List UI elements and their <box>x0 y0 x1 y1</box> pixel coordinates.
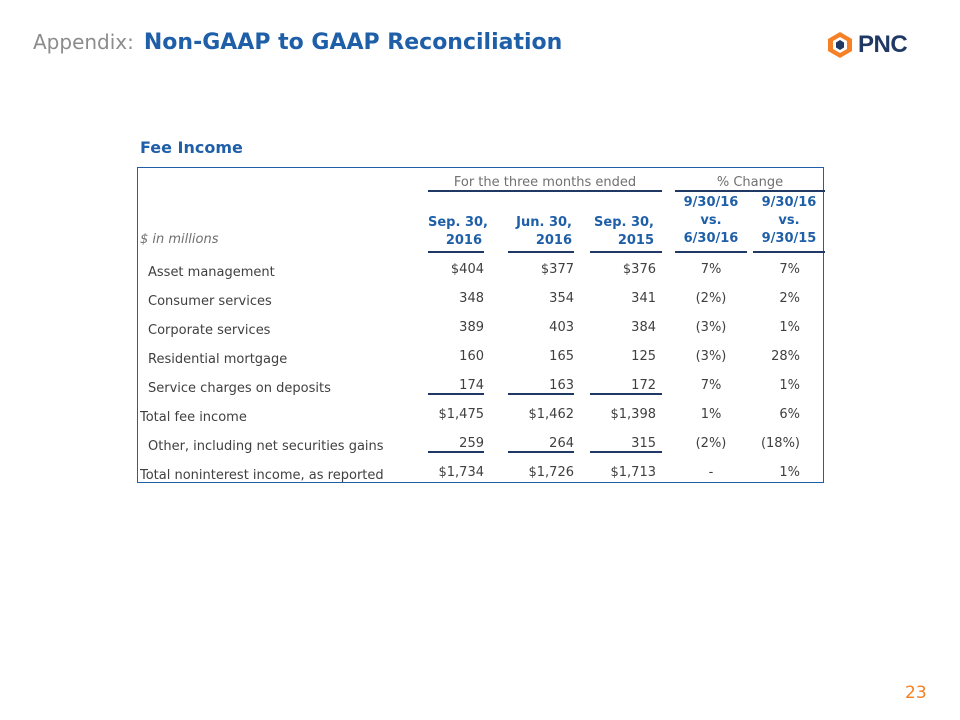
col-rule <box>508 251 574 253</box>
row-label: Service charges on deposits <box>148 381 331 396</box>
col-header-jun-2016: Jun. 30, 2016 <box>508 214 572 250</box>
table-cell: 1% <box>779 320 800 335</box>
table-cell: 264 <box>549 436 574 451</box>
table-cell: 125 <box>631 349 656 364</box>
row-label: Corporate services <box>148 323 271 338</box>
header-prefix: Appendix: <box>33 30 134 54</box>
table-cell: 348 <box>459 291 484 306</box>
row-label: Total fee income <box>140 410 247 425</box>
col-header-line: vs. <box>778 213 800 228</box>
table-cell: 2% <box>779 291 800 306</box>
subtotal-rule <box>508 393 574 395</box>
col-header-line: Sep. 30, <box>594 215 654 230</box>
page-title: Non-GAAP to GAAP Reconciliation <box>143 30 563 55</box>
table-cell: 1% <box>779 465 800 480</box>
table-cell: $1,726 <box>528 465 575 480</box>
table-cell: 1% <box>700 407 722 422</box>
table-cell: $377 <box>540 262 574 277</box>
col-header-sep-2016: Sep. 30, 2016 <box>428 214 488 250</box>
col-header-line: vs. <box>700 213 722 228</box>
table-cell: 28% <box>771 349 800 364</box>
col-header-line: 9/30/15 <box>761 231 817 246</box>
col-rule <box>675 251 747 253</box>
units-label: $ in millions <box>140 232 219 247</box>
col-header-line: Sep. 30, <box>428 215 488 230</box>
table-cell: 341 <box>631 291 656 306</box>
table-cell: 354 <box>549 291 574 306</box>
col-header-line: 2016 <box>445 233 482 248</box>
table-cell: (2%) <box>695 436 727 451</box>
col-header-vs-9-30-15: 9/30/16 vs. 9/30/15 <box>753 194 825 248</box>
col-rule <box>753 251 825 253</box>
subtotal-rule <box>428 451 484 453</box>
table-cell: 165 <box>549 349 574 364</box>
table-cell: 389 <box>459 320 484 335</box>
col-rule <box>590 251 662 253</box>
col-header-line: 6/30/16 <box>683 231 739 246</box>
row-label: Total noninterest income, as reported <box>140 468 384 483</box>
table-cell: $376 <box>622 262 656 277</box>
rule-group-three-months <box>428 190 662 192</box>
col-header-line: Jun. 30, <box>516 215 572 230</box>
rule-group-pct-change <box>675 190 825 192</box>
row-label: Residential mortgage <box>148 352 288 367</box>
table-cell: 315 <box>631 436 656 451</box>
table-cell: 7% <box>779 262 800 277</box>
col-header-line: 9/30/16 <box>761 195 817 210</box>
table-cell: 259 <box>459 436 484 451</box>
row-label: Asset management <box>148 265 275 280</box>
logo-text: PNC <box>858 31 908 58</box>
slide-header: Appendix: Non-GAAP to GAAP Reconciliatio… <box>33 30 562 55</box>
table-cell: 160 <box>459 349 484 364</box>
table-cell: 163 <box>549 378 574 393</box>
table-cell: $1,475 <box>438 407 485 422</box>
col-header-vs-6-30-16: 9/30/16 vs. 6/30/16 <box>675 194 747 248</box>
table-cell: - <box>708 465 714 480</box>
subtotal-rule <box>590 393 662 395</box>
subtotal-rule <box>590 451 662 453</box>
table-cell: $1,713 <box>610 465 657 480</box>
table-cell: $1,462 <box>528 407 575 422</box>
row-label: Other, including net securities gains <box>148 439 384 454</box>
pnc-logo-icon <box>828 32 852 58</box>
group-header-three-months: For the three months ended <box>453 175 637 190</box>
col-header-line: 2015 <box>617 233 654 248</box>
page-number: 23 <box>905 683 927 703</box>
col-header-line: 2016 <box>535 233 572 248</box>
table-cell: 384 <box>631 320 656 335</box>
group-header-pct-change: % Change <box>716 175 784 190</box>
table-cell: 1% <box>779 378 800 393</box>
table-cell: 403 <box>549 320 574 335</box>
table-cell: 6% <box>779 407 800 422</box>
table-cell: (2%) <box>695 291 727 306</box>
table-cell: $1,734 <box>438 465 485 480</box>
pnc-logo: PNC <box>825 30 908 60</box>
table-cell: 174 <box>459 378 484 393</box>
table-cell: 7% <box>700 262 722 277</box>
fee-income-table: For the three months ended % Change $ in… <box>137 167 825 483</box>
table-cell: 172 <box>631 378 656 393</box>
subtotal-rule <box>428 393 484 395</box>
col-header-sep-2015: Sep. 30, 2015 <box>590 214 654 250</box>
table-cell: $404 <box>450 262 484 277</box>
subtotal-rule <box>508 451 574 453</box>
table-cell: (3%) <box>695 349 727 364</box>
section-title: Fee Income <box>140 138 243 157</box>
table-cell: $1,398 <box>610 407 657 422</box>
table-cell: (3%) <box>695 320 727 335</box>
table-cell: (18%) <box>760 436 800 451</box>
row-label: Consumer services <box>148 294 272 309</box>
col-header-line: 9/30/16 <box>683 195 739 210</box>
col-rule <box>428 251 484 253</box>
table-cell: 7% <box>700 378 722 393</box>
